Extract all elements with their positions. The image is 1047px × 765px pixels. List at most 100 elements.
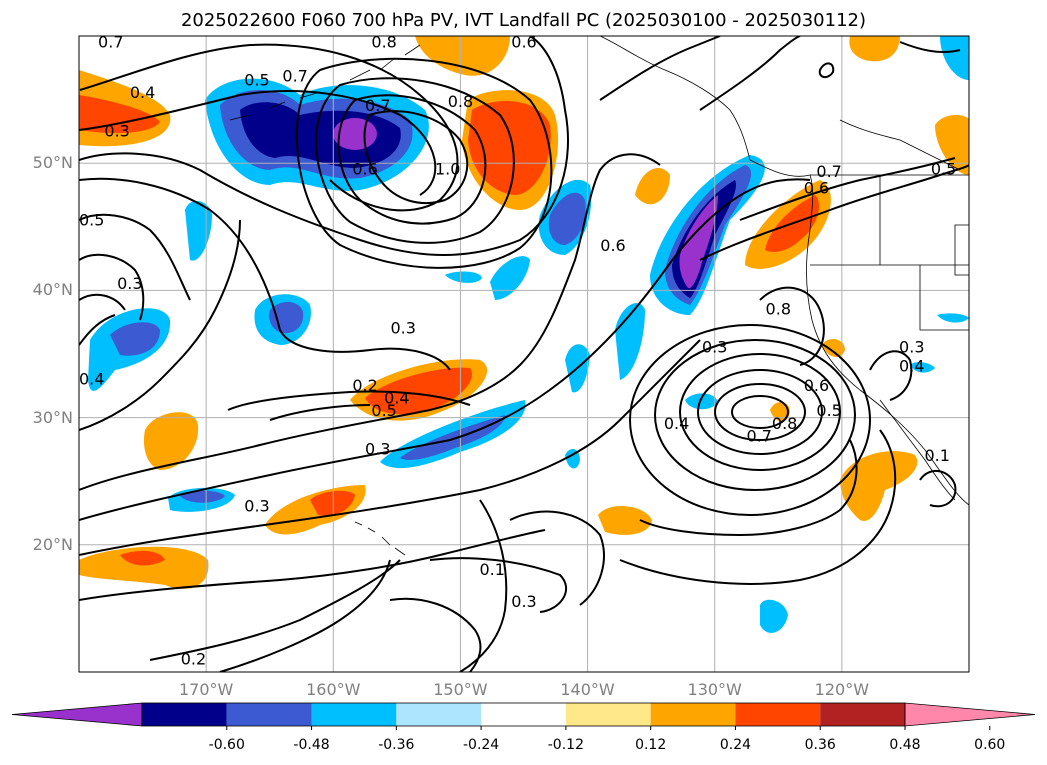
colorbar-tick-label: -0.36: [378, 737, 415, 753]
contour-label: 0.4: [130, 83, 155, 102]
negative-anomaly-area: [548, 192, 586, 245]
contour-line: [79, 219, 241, 431]
contour-line: [739, 157, 956, 221]
contour-line: [79, 314, 116, 346]
map-title: 2025022600 F060 700 hPa PV, IVT Landfall…: [180, 10, 867, 31]
contour-label: 0.1: [924, 446, 949, 465]
contour-label: 0.5: [816, 401, 841, 420]
colorbar-bin: [226, 703, 312, 726]
canada-coastline: [749, 159, 814, 231]
contour-line: [679, 353, 841, 471]
positive-anomaly-area: [635, 167, 670, 205]
contour-line: [315, 77, 515, 244]
negative-anomaly-area: [185, 200, 212, 261]
positive-anomaly-area: [79, 95, 160, 134]
contour-line: [79, 90, 437, 196]
negative-anomaly-area: [490, 256, 530, 300]
contour-line: [869, 350, 913, 401]
positive-anomaly-area: [598, 505, 652, 535]
contour-line: [363, 110, 469, 205]
positive-anomaly-area: [935, 115, 969, 175]
contour-label: 0.1: [479, 560, 504, 579]
contour-line: [389, 597, 482, 672]
positive-anomaly-area: [840, 451, 918, 521]
map-frame: [78, 35, 970, 673]
colorbar-tick-label: 0.24: [719, 737, 752, 753]
pv-anomaly-shading: [79, 36, 969, 633]
contour-labels: 0.7 0.8 0.60.40.5 0.70.7 0.80.30.6 1.00.50.30…: [79, 32, 956, 668]
contour-label: 0.4: [79, 369, 104, 388]
contour-line: [79, 339, 701, 556]
negative-anomaly-area: [940, 36, 969, 80]
positive-anomaly-area: [310, 490, 355, 516]
colorbar-frame: [141, 702, 906, 727]
contour-label: 0.2: [181, 649, 206, 668]
negative-anomaly-area: [445, 271, 482, 283]
contour-line: [269, 404, 371, 421]
contour-label: 1.0: [435, 160, 460, 179]
contour-label: 0.3: [702, 338, 727, 357]
colorbar-bin: [311, 703, 397, 726]
contour-line: [79, 153, 661, 491]
contour-line: [429, 557, 567, 613]
contour-label: 0.8: [448, 92, 473, 111]
colorbar-tick-label: -0.60: [208, 737, 245, 753]
contour-line: [337, 94, 487, 225]
hawaii-islands: [354, 521, 406, 556]
positive-anomaly-area: [365, 367, 472, 415]
negative-anomaly-area: [937, 313, 969, 323]
colorbar-bin: [565, 703, 651, 726]
contour-label: 0.3: [511, 592, 536, 611]
contour-line: [654, 339, 856, 491]
negative-anomaly-area: [760, 599, 788, 633]
latitude-tick-label: 30°N: [32, 407, 73, 427]
longitude-tick-label: 160°W: [306, 680, 361, 699]
contour-line: [818, 62, 835, 78]
negative-anomaly-area: [910, 362, 935, 373]
contour-line: [714, 383, 806, 441]
negative-anomaly-area: [565, 448, 580, 469]
state-borders: [810, 175, 969, 331]
colorbar-tick-label: 0.12: [635, 737, 667, 753]
colorbar: [11, 702, 1036, 730]
alaska-coastline: [599, 36, 751, 161]
contour-label: 0.4: [384, 389, 409, 408]
positive-anomaly-area: [415, 36, 510, 76]
contour-line: [79, 178, 811, 521]
longitude-tick-label: 120°W: [814, 680, 870, 699]
contour-label: 0.3: [104, 121, 129, 140]
latitude-tick-label: 40°N: [32, 280, 73, 300]
negative-anomaly-area: [269, 301, 304, 334]
positive-anomaly-area: [120, 550, 165, 566]
colorbar-tick-label: -0.48: [293, 737, 330, 753]
contour-line: [79, 43, 459, 212]
contour-line: [619, 429, 897, 585]
colorbar-tick-label: 0.60: [974, 737, 1006, 753]
contour-label: 0.7: [98, 32, 123, 51]
contour-line: [699, 36, 801, 111]
contour-label: 0.5: [371, 401, 396, 420]
contour-line: [759, 286, 825, 366]
contour-line: [227, 390, 471, 411]
contour-label: 0.5: [931, 160, 956, 179]
contour-line: [731, 395, 789, 429]
longitude-tick-label: 130°W: [687, 680, 742, 699]
colorbar-tick-label: -0.12: [547, 737, 584, 753]
contour-label: 0.6: [804, 376, 829, 395]
colorbar-tick-label: -0.24: [462, 737, 500, 753]
contour-line: [629, 324, 871, 516]
contour-label: 0.7: [746, 427, 771, 446]
contour-line: [459, 499, 508, 672]
positive-anomaly-area: [143, 412, 199, 470]
latitude-tick-label: 20°N: [32, 534, 73, 554]
contour-line: [79, 213, 191, 301]
contour-label: 0.7: [365, 96, 390, 115]
contour-label: 0.8: [766, 299, 791, 318]
aleutian-islands: [229, 44, 421, 121]
contour-line: [79, 293, 126, 311]
contour-line: [919, 470, 957, 508]
contour-label: 0.7: [282, 67, 307, 86]
negative-anomaly-area: [110, 322, 160, 356]
contour-label: 0.6: [600, 236, 625, 255]
